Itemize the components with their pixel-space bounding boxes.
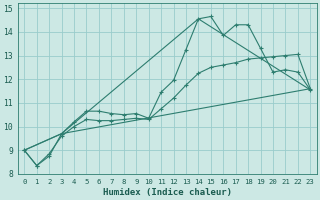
- X-axis label: Humidex (Indice chaleur): Humidex (Indice chaleur): [103, 188, 232, 197]
